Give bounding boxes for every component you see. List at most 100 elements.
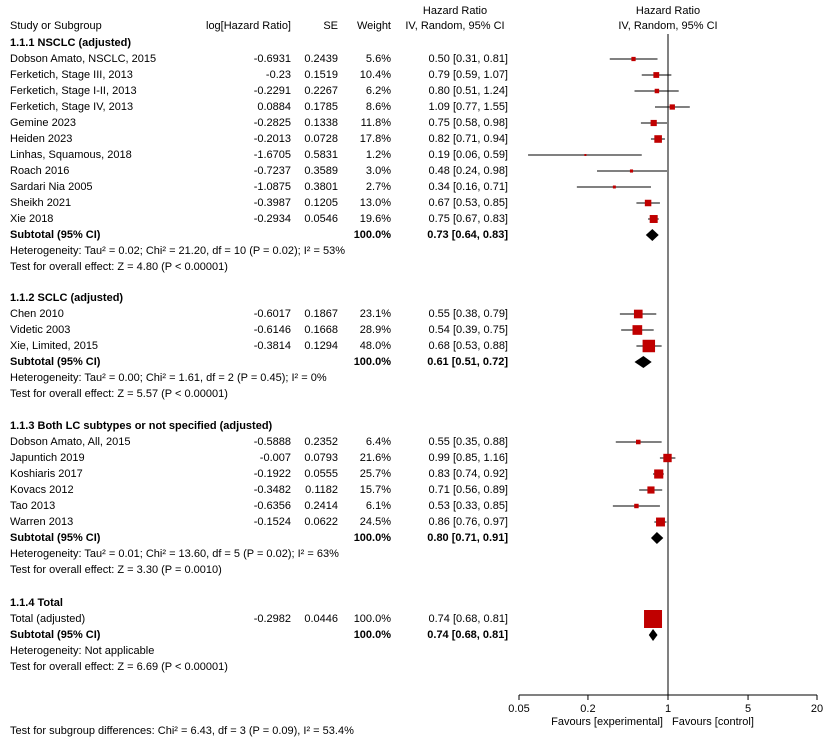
study-hr-ci: 0.55 [0.35, 0.88] <box>428 436 508 448</box>
subtotal-hr-ci: 0.80 [0.71, 0.91] <box>427 532 508 544</box>
study-point-square <box>644 610 663 628</box>
study-weight: 23.1% <box>359 308 391 320</box>
study-name: Koshiaris 2017 <box>10 468 83 480</box>
study-point-square <box>631 56 636 62</box>
study-name: Japuntich 2019 <box>10 452 85 464</box>
study-log-hr: -0.23 <box>265 69 291 81</box>
overall-effect-text: Test for overall effect: Z = 5.57 (P < 0… <box>10 388 228 400</box>
study-hr-ci: 0.99 [0.85, 1.16] <box>428 452 508 464</box>
study-hr-ci: 0.71 [0.56, 0.89] <box>428 484 508 496</box>
study-name: Dobson Amato, All, 2015 <box>10 436 131 448</box>
study-name: Chen 2010 <box>10 308 64 320</box>
study-hr-ci: 0.50 [0.31, 0.81] <box>428 53 508 65</box>
study-weight: 13.0% <box>359 197 391 209</box>
study-hr-ci: 0.68 [0.53, 0.88] <box>428 340 508 352</box>
subtotal-label: Subtotal (95% CI) <box>10 629 101 641</box>
study-log-hr: -0.1524 <box>253 516 291 528</box>
study-point-square <box>629 169 634 173</box>
study-name: Tao 2013 <box>10 500 56 512</box>
header-hr-method: IV, Random, 95% CI <box>405 20 505 32</box>
study-hr-ci: 0.80 [0.51, 1.24] <box>428 85 508 97</box>
study-point-square <box>654 88 660 94</box>
study-point-square <box>656 517 665 527</box>
study-name: Warren 2013 <box>10 516 74 528</box>
study-se: 0.2267 <box>304 85 338 97</box>
study-hr-ci: 0.74 [0.68, 0.81] <box>428 613 508 625</box>
study-se: 0.1668 <box>304 324 338 336</box>
study-name: Xie, Limited, 2015 <box>10 340 99 352</box>
study-name: Gemine 2023 <box>10 117 77 129</box>
study-log-hr: -0.007 <box>259 452 291 464</box>
overall-effect-text: Test for overall effect: Z = 6.69 (P < 0… <box>10 661 228 673</box>
heterogeneity-text: Heterogeneity: Tau² = 0.02; Chi² = 21.20… <box>10 245 345 257</box>
x-axis-tick-label: 20 <box>811 703 823 715</box>
study-log-hr: -0.6017 <box>253 308 291 320</box>
study-name: Xie 2018 <box>10 213 54 225</box>
study-weight: 5.6% <box>365 53 391 65</box>
study-se: 0.0555 <box>304 468 338 480</box>
study-se: 0.1205 <box>304 197 338 209</box>
study-point-square <box>584 154 587 156</box>
subtotal-label: Subtotal (95% CI) <box>10 356 101 368</box>
study-weight: 11.8% <box>360 117 391 129</box>
study-weight: 6.1% <box>365 500 391 512</box>
study-point-square <box>649 215 658 223</box>
study-hr-ci: 1.09 [0.77, 1.55] <box>428 101 508 113</box>
group-title: 1.1.2 SCLC (adjusted) <box>10 292 124 304</box>
study-se: 0.1182 <box>305 484 338 496</box>
study-name: Dobson Amato, NSCLC, 2015 <box>10 53 157 65</box>
favours-control-label: Favours [control] <box>672 716 754 728</box>
study-se: 0.3589 <box>304 165 338 177</box>
subtotal-weight: 100.0% <box>353 356 391 368</box>
heterogeneity-text: Heterogeneity: Not applicable <box>10 645 155 657</box>
study-log-hr: -0.3987 <box>253 197 291 209</box>
subtotal-hr-ci: 0.61 [0.51, 0.72] <box>427 356 508 368</box>
study-log-hr: -0.1922 <box>253 468 291 480</box>
study-log-hr: -0.6931 <box>253 53 291 65</box>
study-hr-ci: 0.55 [0.38, 0.79] <box>428 308 508 320</box>
study-name: Heiden 2023 <box>10 133 73 145</box>
overall-effect-text: Test for overall effect: Z = 4.80 (P < 0… <box>10 261 228 273</box>
study-point-square <box>632 325 643 335</box>
study-log-hr: -0.6356 <box>253 500 291 512</box>
study-se: 0.5831 <box>304 149 338 161</box>
heterogeneity-text: Heterogeneity: Tau² = 0.01; Chi² = 13.60… <box>10 548 339 560</box>
study-log-hr: -0.2825 <box>253 117 291 129</box>
study-hr-ci: 0.19 [0.06, 0.59] <box>428 149 508 161</box>
study-se: 0.2439 <box>304 53 338 65</box>
study-weight: 6.2% <box>365 85 391 97</box>
study-name: Roach 2016 <box>10 165 70 177</box>
study-weight: 25.7% <box>359 468 391 480</box>
study-name: Sardari Nia 2005 <box>10 181 93 193</box>
study-log-hr: -0.2013 <box>253 133 291 145</box>
study-hr-ci: 0.34 [0.16, 0.71] <box>428 181 508 193</box>
study-weight: 2.7% <box>365 181 391 193</box>
study-hr-ci: 0.79 [0.59, 1.07] <box>428 69 508 81</box>
study-weight: 15.7% <box>359 484 391 496</box>
subtotal-label: Subtotal (95% CI) <box>10 532 101 544</box>
study-weight: 10.4% <box>359 69 391 81</box>
study-hr-ci: 0.75 [0.67, 0.83] <box>428 213 508 225</box>
study-se: 0.1867 <box>304 308 338 320</box>
study-se: 0.3801 <box>304 181 338 193</box>
study-hr-ci: 0.83 [0.74, 0.92] <box>428 468 508 480</box>
study-name: Videtic 2003 <box>10 324 71 336</box>
subtotal-hr-ci: 0.74 [0.68, 0.81] <box>427 629 508 641</box>
study-hr-ci: 0.54 [0.39, 0.75] <box>428 324 508 336</box>
heterogeneity-text: Heterogeneity: Tau² = 0.00; Chi² = 1.61,… <box>10 372 327 384</box>
study-se: 0.1294 <box>304 340 338 352</box>
header-se: SE <box>323 20 338 32</box>
study-se: 0.1785 <box>304 101 338 113</box>
study-se: 0.0622 <box>304 516 338 528</box>
study-log-hr: -1.6705 <box>253 149 291 161</box>
study-log-hr: -0.5888 <box>253 436 291 448</box>
study-point-square <box>663 453 672 463</box>
study-se: 0.0446 <box>304 613 338 625</box>
subtotal-diamond <box>648 629 658 641</box>
subtotal-diamond <box>634 356 652 368</box>
study-point-square <box>647 486 655 494</box>
study-se: 0.0793 <box>304 452 338 464</box>
subtotal-weight: 100.0% <box>353 229 391 241</box>
group-title: 1.1.3 Both LC subtypes or not specified … <box>10 420 273 432</box>
